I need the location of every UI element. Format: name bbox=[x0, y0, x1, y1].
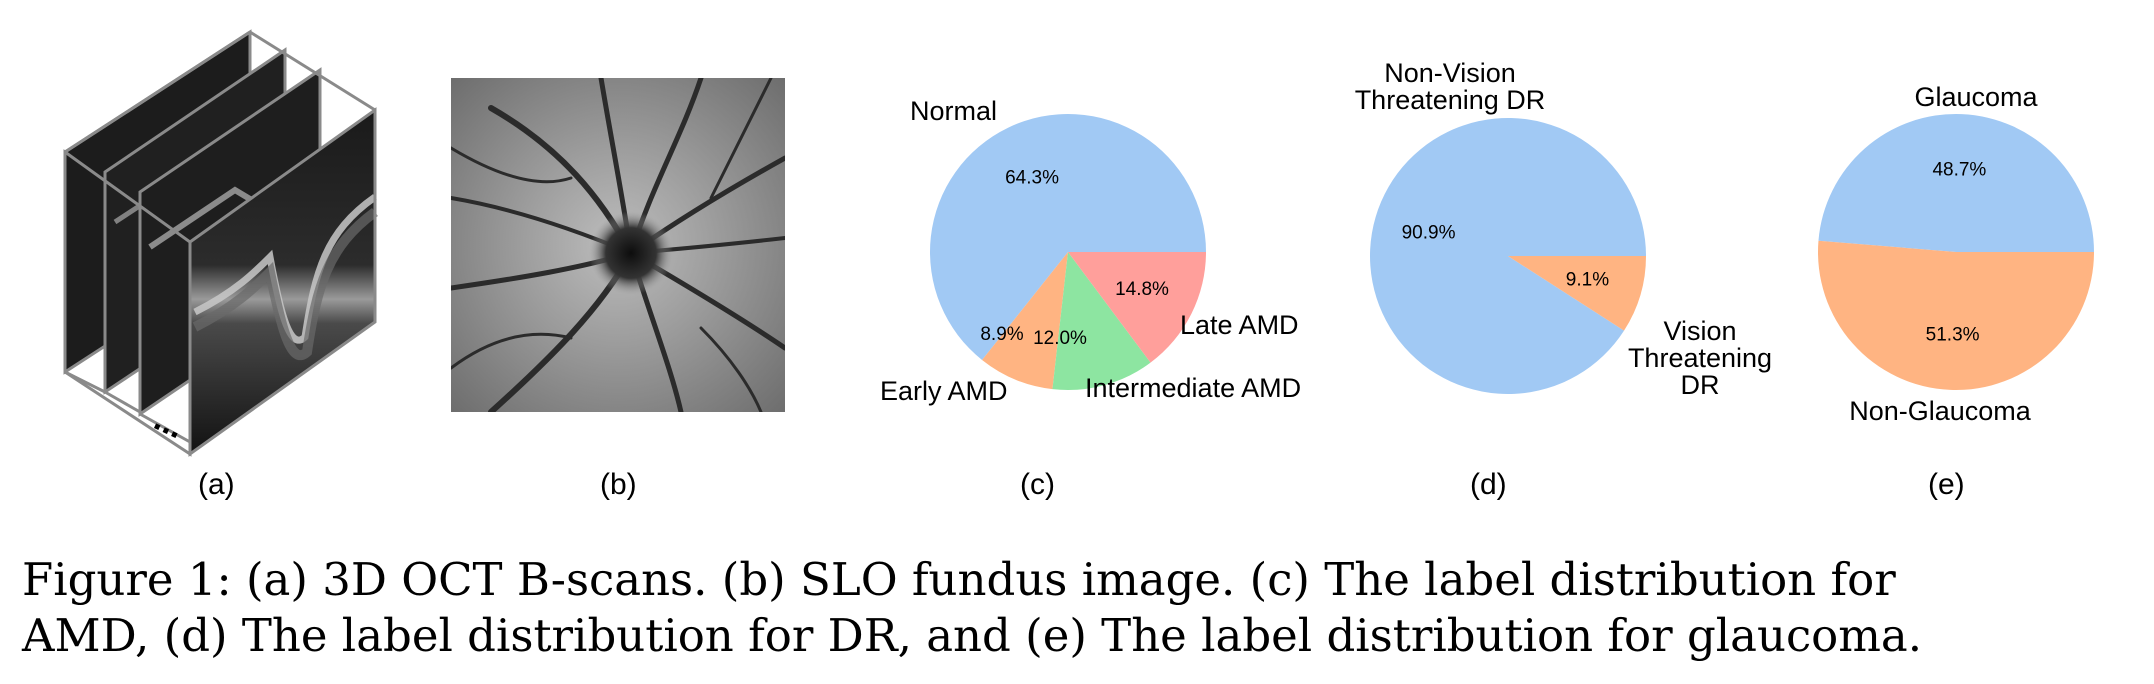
glaucoma-pie-chart: 48.7% Glaucoma 51.3% Non-Glaucoma bbox=[1818, 82, 2094, 426]
pie-pct-label-e-0: 48.7% bbox=[1932, 159, 1986, 180]
pie-pct-label-d-0: 90.9% bbox=[1402, 223, 1456, 244]
oct-bscans-panel: ... bbox=[55, 22, 395, 462]
pie-slice-e-0 bbox=[1818, 114, 2094, 252]
panel-d-label: (d) bbox=[1470, 468, 1507, 501]
pie-pct-label-d-1: 9.1% bbox=[1566, 269, 1609, 290]
pie-slice-d-1 bbox=[1508, 256, 1646, 331]
caption-line-1: Figure 1: (a) 3D OCT B-scans. (b) SLO fu… bbox=[22, 553, 1896, 606]
pie-pct-label-c-2: 12.0% bbox=[1033, 328, 1087, 349]
panel-b-label: (b) bbox=[600, 468, 637, 501]
pie-pct-label-e-1: 51.3% bbox=[1926, 325, 1980, 346]
pie-category-label-e-0: Glaucoma bbox=[1914, 82, 2038, 112]
pie-slice-c-1 bbox=[982, 252, 1068, 390]
dr-pie-chart: 90.9% Non-Vision Threatening DR 9.1% Vision T… bbox=[1355, 58, 1772, 400]
pie-pct-label-c-3: 14.8% bbox=[1115, 279, 1169, 300]
pie-slice-c-0 bbox=[930, 114, 1206, 360]
glaucoma-pie-panel: 48.7% Glaucoma 51.3% Non-Glaucoma bbox=[1780, 70, 2150, 430]
caption-line-2: AMD, (d) The label distribution for DR, … bbox=[22, 609, 1923, 662]
oct-slice-4 bbox=[63, 30, 378, 457]
dr-pie-panel: 90.9% Non-Vision Threatening DR 9.1% Vision T… bbox=[1330, 50, 1800, 410]
pie-slice-d-0 bbox=[1370, 118, 1646, 395]
slo-fundus-panel bbox=[448, 75, 788, 415]
pie-category-label-c-1: Early AMD bbox=[880, 376, 1008, 406]
pie-category-label-c-0: Normal bbox=[910, 96, 997, 126]
figure-caption: Figure 1: (a) 3D OCT B-scans. (b) SLO fu… bbox=[22, 552, 2132, 664]
pie-category-label-c-3: Late AMD bbox=[1180, 310, 1299, 340]
pie-slice-c-3 bbox=[1068, 252, 1206, 363]
panel-c-label: (c) bbox=[1020, 468, 1055, 501]
pie-category-label-d-1: Vision Threatening DR bbox=[1628, 316, 1772, 400]
optic-disc bbox=[589, 211, 673, 295]
slo-fundus-image bbox=[448, 75, 788, 415]
pie-category-label-c-2: Intermediate AMD bbox=[1085, 373, 1301, 403]
panel-e-label: (e) bbox=[1928, 468, 1965, 501]
pie-slice-e-1 bbox=[1818, 240, 2094, 391]
amd-pie-chart: 64.3% Normal 8.9% Early AMD 12.0% Intermediat… bbox=[880, 96, 1301, 406]
amd-pie-panel: 64.3% Normal 8.9% Early AMD 12.0% Intermediat… bbox=[850, 70, 1330, 430]
oct-bscans-figure bbox=[63, 29, 378, 457]
pie-slice-c-2 bbox=[1052, 252, 1151, 390]
pie-pct-label-c-0: 64.3% bbox=[1005, 167, 1059, 188]
pie-category-label-d-0: Non-Vision Threatening DR bbox=[1355, 58, 1546, 115]
pie-category-label-e-1: Non-Glaucoma bbox=[1849, 396, 2032, 426]
pie-pct-label-c-1: 8.9% bbox=[980, 324, 1023, 345]
panel-a-label: (a) bbox=[198, 468, 235, 501]
